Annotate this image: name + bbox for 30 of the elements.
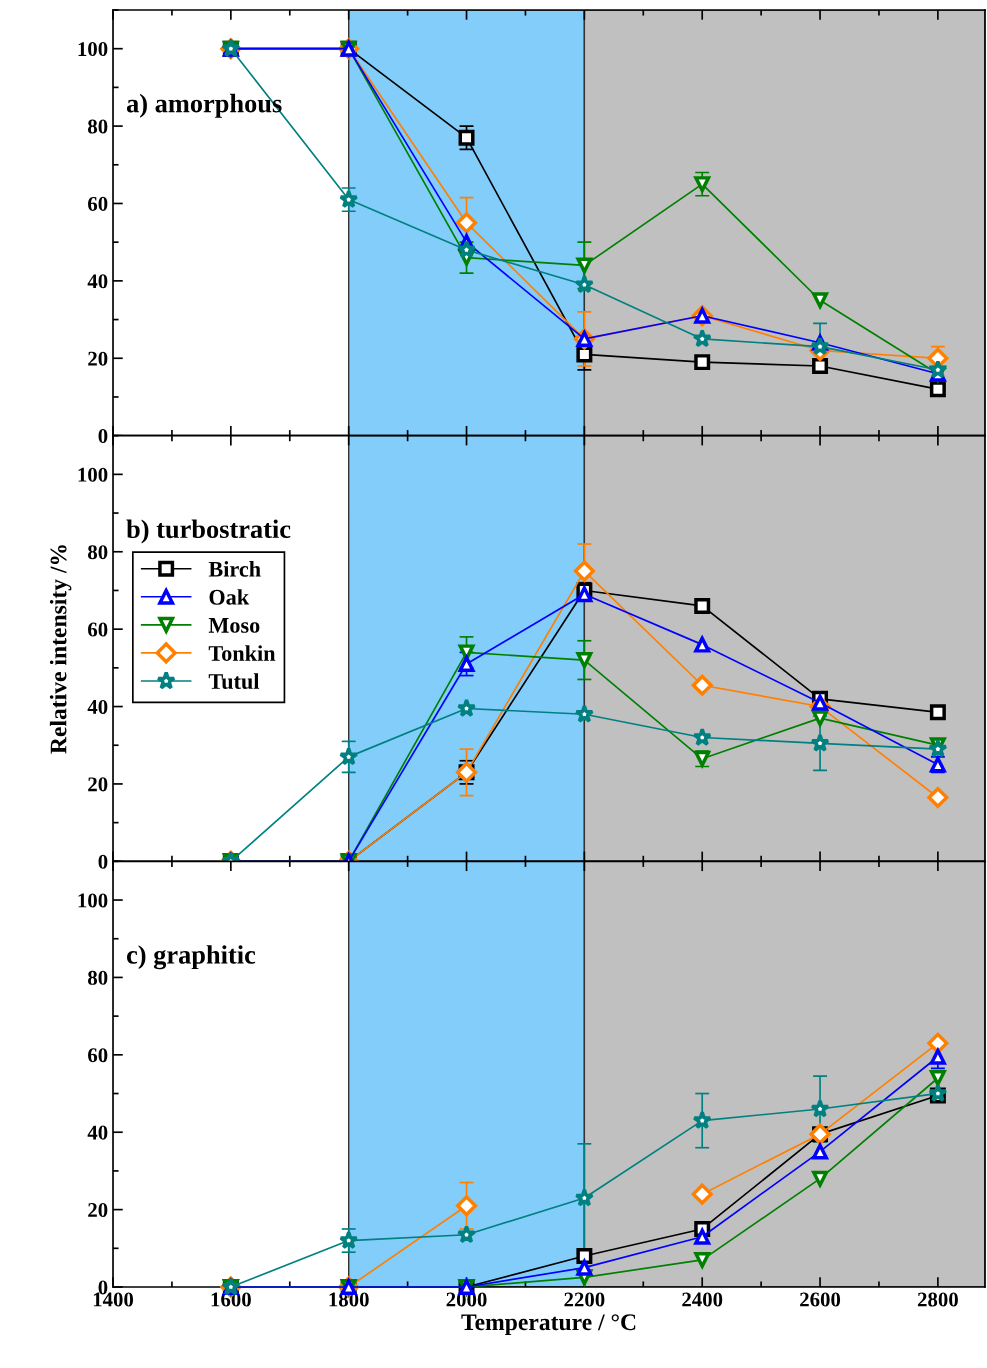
annotation: c) graphitic	[126, 945, 256, 970]
y-tick-label: 80	[88, 970, 108, 985]
y-tick-label: 60	[88, 622, 108, 637]
x-tick-label: 2400	[682, 1292, 723, 1307]
y-tick-label: 20	[88, 777, 108, 792]
y-axis-title: Relative intensity /%	[49, 545, 72, 754]
legend-label: Moso	[208, 618, 260, 633]
y-tick-label: 60	[88, 196, 108, 211]
y-tick-label: 100	[78, 467, 108, 482]
y-tick-label: 60	[88, 1048, 108, 1063]
x-tick-label: 2600	[800, 1292, 841, 1307]
x-tick-label: 2800	[917, 1292, 958, 1307]
y-tick-label: 0	[98, 429, 108, 444]
y-tick-label: 40	[87, 1125, 108, 1140]
legend-label: Oak	[209, 589, 250, 605]
y-tick-label: 40	[87, 274, 108, 289]
y-tick-label: 20	[88, 351, 108, 366]
x-tick-label: 2200	[564, 1292, 605, 1307]
legend-label: Tutul	[208, 673, 260, 690]
y-tick-label: 80	[88, 119, 108, 134]
y-tick-label: 80	[88, 545, 108, 560]
y-tick-label: 100	[78, 42, 108, 57]
legend-label: Birch	[208, 561, 261, 577]
y-tick-label: 20	[88, 1202, 108, 1218]
legend-label: Tonkin	[208, 645, 276, 661]
y-tick-label: 0	[98, 854, 108, 869]
annotation: b) turbostratic	[126, 519, 291, 544]
y-tick-label: 100	[78, 893, 108, 908]
x-axis-title: Temperature / °C	[461, 1314, 636, 1335]
y-tick-label: 40	[87, 699, 108, 714]
